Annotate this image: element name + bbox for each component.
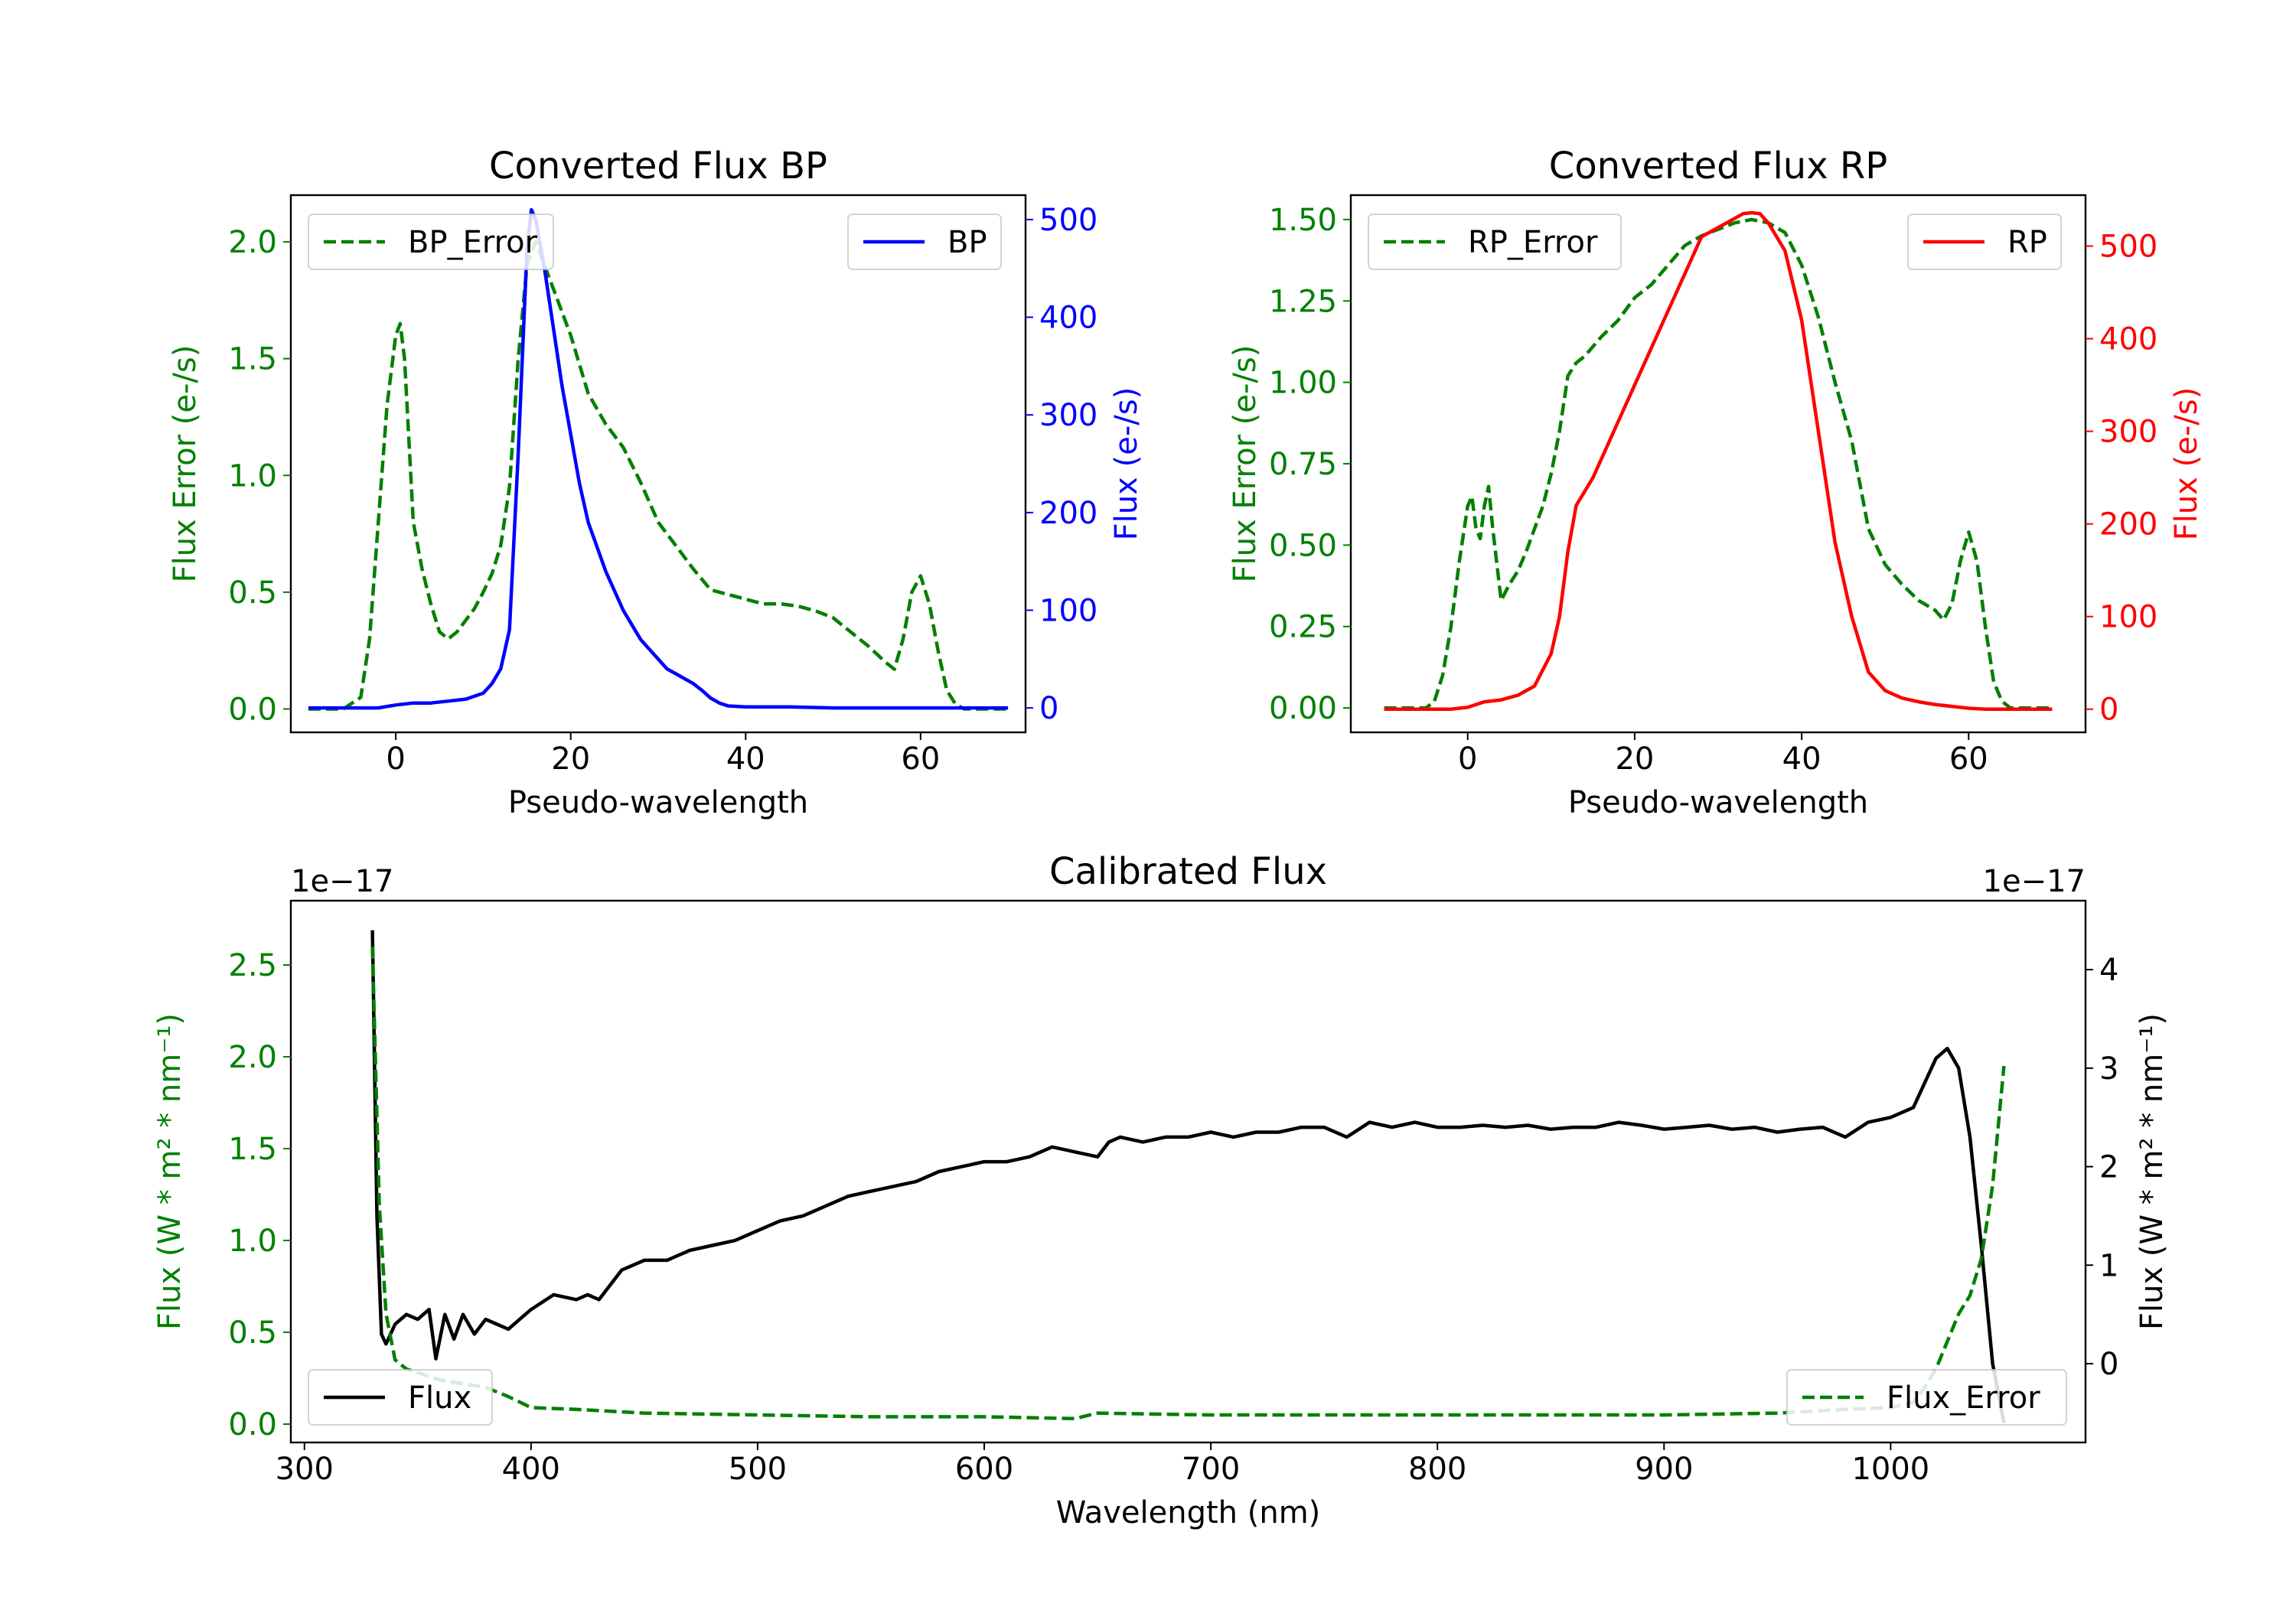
legend-left: BP_Error bbox=[308, 214, 554, 270]
x-axis-label: Wavelength (nm) bbox=[1056, 1495, 1321, 1530]
legend-right: BP bbox=[847, 214, 1002, 270]
chart-title: Converted Flux RP bbox=[1549, 145, 1887, 187]
x-tick-label: 300 bbox=[276, 1452, 334, 1487]
y-left-tick-label: 0.5 bbox=[228, 575, 277, 611]
legend-right: RP bbox=[1907, 214, 2062, 270]
y-right-tick-label: 200 bbox=[2099, 507, 2157, 543]
chart-title: Calibrated Flux bbox=[1049, 850, 1327, 893]
y-left-tick-label: 1.5 bbox=[228, 342, 277, 377]
y-left-tick-label: 0.0 bbox=[228, 692, 277, 727]
y-left-axis-label: Flux Error (e-/s) bbox=[168, 345, 203, 583]
y-right-tick-label: 400 bbox=[2099, 322, 2157, 357]
y-right-tick-label: 2 bbox=[2099, 1150, 2118, 1185]
series-line-rp bbox=[1384, 210, 2053, 711]
y-left-tick-label: 1.00 bbox=[1269, 366, 1337, 401]
series-line-flux bbox=[370, 930, 2006, 1423]
y-right-tick-label: 300 bbox=[1039, 398, 1097, 433]
y-right-tick-label: 4 bbox=[2099, 953, 2118, 988]
x-tick-label: 40 bbox=[726, 742, 765, 777]
series-line-bp-error bbox=[308, 240, 1009, 711]
x-tick-label: 60 bbox=[1949, 742, 1988, 777]
y-right-axis-label: Flux (e-/s) bbox=[2169, 387, 2204, 540]
y-left-tick-label: 1.0 bbox=[228, 458, 277, 494]
legend-left: RP_Error bbox=[1368, 214, 1622, 270]
legend-right: Flux_Error bbox=[1786, 1369, 2067, 1426]
y-right-tick-label: 1 bbox=[2099, 1248, 2118, 1283]
legend-left: Flux bbox=[308, 1369, 493, 1426]
y-left-tick-label: 2.5 bbox=[228, 948, 277, 983]
x-axis-label: Pseudo-wavelength bbox=[508, 785, 808, 820]
y-left-tick-label: 0.25 bbox=[1269, 610, 1337, 645]
series-line-rp-error bbox=[1384, 217, 2053, 710]
y-left-tick-label: 0.50 bbox=[1269, 528, 1337, 563]
y-right-tick-label: 500 bbox=[2099, 230, 2157, 265]
y-left-tick-label: 1.50 bbox=[1269, 203, 1337, 238]
y-right-tick-label: 300 bbox=[2099, 415, 2157, 450]
x-tick-label: 800 bbox=[1408, 1452, 1466, 1487]
legend-label: BP bbox=[947, 225, 987, 260]
plot-frame bbox=[289, 899, 2087, 1444]
y-left-tick-label: 1.5 bbox=[228, 1132, 277, 1167]
chart-calibrated: Calibrated Flux 300 400 500 600 700 800 900 1000… bbox=[152, 850, 2170, 1530]
y-right-tick-label: 400 bbox=[1039, 301, 1097, 336]
plot-frame bbox=[289, 194, 1027, 734]
legend-label: Flux bbox=[408, 1380, 471, 1416]
y-left-tick-label: 1.25 bbox=[1269, 284, 1337, 319]
x-tick-label: 400 bbox=[502, 1452, 560, 1487]
y-left-tick-label: 1.0 bbox=[228, 1224, 277, 1259]
chart-title: Converted Flux BP bbox=[489, 145, 827, 187]
x-axis-label: Pseudo-wavelength bbox=[1568, 785, 1868, 820]
legend-label: RP bbox=[2007, 225, 2047, 260]
series-line-bp bbox=[308, 207, 1009, 710]
series-line-flux-error bbox=[370, 946, 2006, 1421]
y-left-tick-label: 0.00 bbox=[1269, 691, 1337, 726]
y-left-tick-label: 2.0 bbox=[228, 225, 277, 260]
x-tick-label: 20 bbox=[551, 742, 590, 777]
y-right-tick-label: 0 bbox=[2099, 1347, 2118, 1382]
y-left-scale-label: 1e−17 bbox=[291, 864, 393, 899]
y-left-axis-label: Flux Error (e-/s) bbox=[1228, 345, 1263, 583]
y-left-tick-label: 0.5 bbox=[228, 1315, 277, 1351]
legend-label: BP_Error bbox=[408, 225, 538, 260]
x-tick-label: 1000 bbox=[1851, 1452, 1929, 1487]
x-tick-label: 700 bbox=[1182, 1452, 1240, 1487]
x-tick-label: 500 bbox=[729, 1452, 787, 1487]
y-left-axis-label: Flux (W * m² * nm⁻¹) bbox=[152, 1013, 188, 1330]
x-tick-label: 60 bbox=[901, 742, 940, 777]
x-tick-label: 40 bbox=[1782, 742, 1821, 777]
legend-label: Flux_Error bbox=[1887, 1380, 2040, 1416]
y-left-tick-label: 0.0 bbox=[228, 1407, 277, 1442]
y-right-tick-label: 200 bbox=[1039, 496, 1097, 531]
chart-rp: Converted Flux RP 0 20 40 60 0.00 0.25 0.50 0.75… bbox=[1228, 145, 2204, 820]
chart-bp: Converted Flux BP 0 20 40 60 0.0 0.5 1.0 1.5 2.0 0… bbox=[168, 145, 1144, 820]
y-right-tick-label: 500 bbox=[1039, 203, 1097, 238]
y-right-tick-label: 100 bbox=[2099, 600, 2157, 635]
y-right-tick-label: 3 bbox=[2099, 1051, 2118, 1087]
y-right-scale-label: 1e−17 bbox=[1983, 864, 2086, 899]
y-right-tick-label: 0 bbox=[1039, 691, 1058, 726]
legend-label: RP_Error bbox=[1468, 225, 1598, 260]
x-tick-label: 0 bbox=[386, 742, 405, 777]
x-tick-label: 20 bbox=[1615, 742, 1654, 777]
y-left-tick-label: 2.0 bbox=[228, 1040, 277, 1075]
x-tick-label: 900 bbox=[1635, 1452, 1693, 1487]
y-right-tick-label: 0 bbox=[2099, 693, 2118, 728]
y-right-tick-label: 100 bbox=[1039, 593, 1097, 628]
y-right-axis-label: Flux (W * m² * nm⁻¹) bbox=[2135, 1013, 2170, 1330]
x-tick-label: 600 bbox=[955, 1452, 1013, 1487]
x-tick-label: 0 bbox=[1458, 742, 1477, 777]
y-left-tick-label: 0.75 bbox=[1269, 447, 1337, 482]
y-right-axis-label: Flux (e-/s) bbox=[1109, 387, 1144, 540]
